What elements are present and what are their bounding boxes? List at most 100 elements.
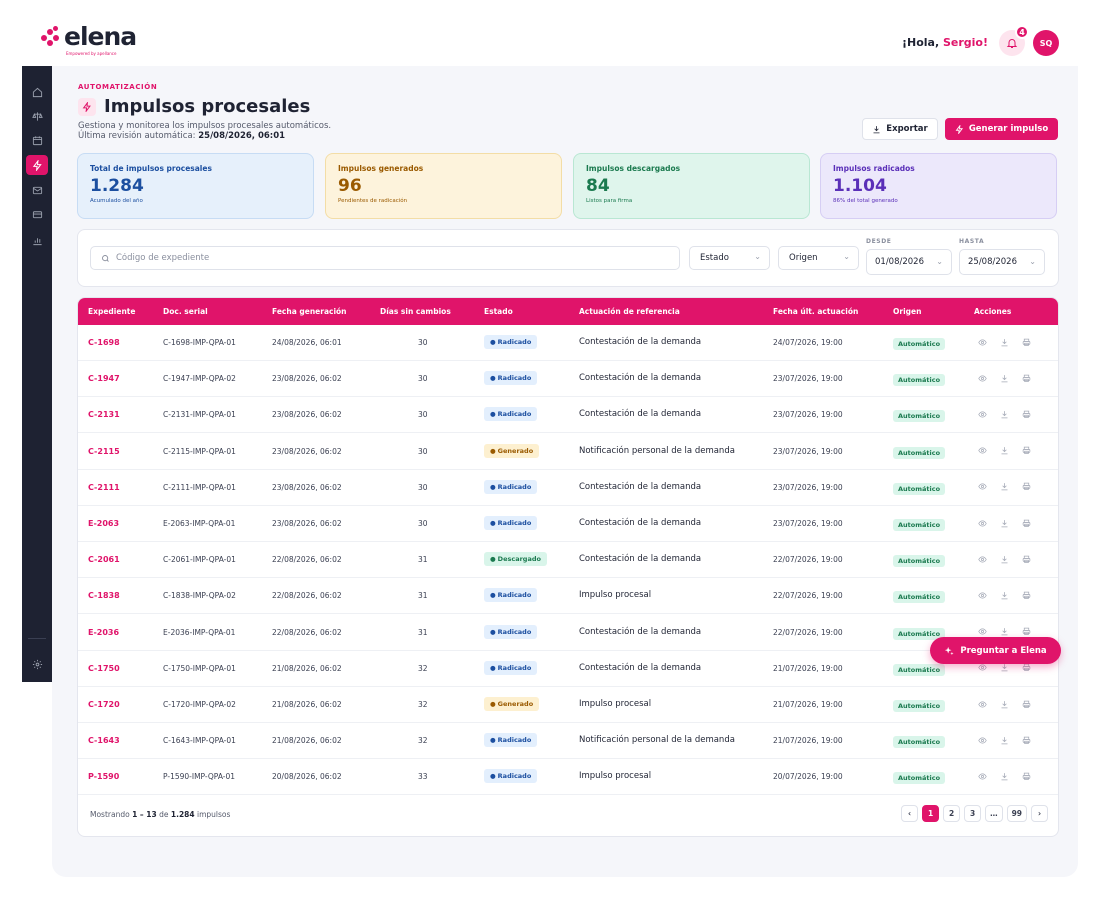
page-button[interactable]: 2 bbox=[943, 805, 961, 822]
page-button[interactable]: 3 bbox=[964, 805, 982, 822]
download-icon[interactable] bbox=[998, 372, 1010, 384]
home-icon[interactable] bbox=[29, 84, 45, 100]
column-header[interactable]: Expediente bbox=[88, 307, 136, 316]
bolt-icon[interactable] bbox=[26, 155, 48, 175]
eye-icon[interactable] bbox=[976, 481, 988, 493]
download-icon[interactable] bbox=[998, 481, 1010, 493]
estado-select[interactable]: Estado ⌄ bbox=[689, 246, 770, 270]
expediente-link[interactable]: C-1643 bbox=[88, 736, 120, 746]
expediente-link[interactable]: C-1947 bbox=[88, 374, 120, 384]
column-header[interactable]: Fecha últ. actuación bbox=[773, 307, 859, 316]
eye-icon[interactable] bbox=[976, 445, 988, 457]
print-icon[interactable] bbox=[1020, 698, 1032, 710]
download-icon[interactable] bbox=[998, 553, 1010, 565]
expediente-link[interactable]: C-2115 bbox=[88, 446, 120, 456]
expediente-link[interactable]: C-1698 bbox=[88, 338, 120, 347]
search-input[interactable] bbox=[116, 253, 656, 263]
download-icon[interactable] bbox=[998, 517, 1010, 529]
prev-page-button[interactable]: ‹ bbox=[901, 805, 919, 822]
download-icon[interactable] bbox=[998, 445, 1010, 457]
column-header[interactable]: Días sin cambios bbox=[380, 307, 451, 316]
print-icon[interactable] bbox=[1020, 626, 1032, 638]
expediente-link[interactable]: C-2111 bbox=[88, 482, 120, 492]
download-icon[interactable] bbox=[998, 770, 1010, 782]
column-header[interactable]: Actuación de referencia bbox=[579, 307, 680, 316]
print-icon[interactable] bbox=[1020, 770, 1032, 782]
table-row[interactable]: E-2063 E-2063-IMP-QPA-01 23/08/2026, 06:02… bbox=[78, 506, 1058, 542]
table-row[interactable]: C-1643 C-1643-IMP-QPA-01 21/08/2026, 06:02… bbox=[78, 723, 1058, 760]
expediente-link[interactable]: C-2061 bbox=[88, 555, 120, 565]
column-header[interactable]: Estado bbox=[484, 307, 513, 316]
logo[interactable]: elena Empowered by apellance bbox=[40, 24, 137, 56]
eye-icon[interactable] bbox=[976, 626, 988, 638]
column-header[interactable]: Fecha generación bbox=[272, 307, 347, 316]
table-row[interactable]: C-2115 C-2115-IMP-QPA-01 23/08/2026, 06:02… bbox=[78, 434, 1058, 470]
table-row[interactable]: C-1720 C-1720-IMP-QPA-02 21/08/2026, 06:02… bbox=[78, 687, 1058, 723]
download-icon[interactable] bbox=[998, 589, 1010, 601]
bar-chart-icon[interactable] bbox=[29, 232, 45, 248]
notifications-button[interactable]: 4 bbox=[999, 25, 1029, 56]
table-row[interactable]: E-2036 E-2036-IMP-QPA-01 22/08/2026, 06:02… bbox=[78, 615, 1058, 651]
download-icon[interactable] bbox=[998, 336, 1010, 348]
mail-icon[interactable] bbox=[29, 182, 45, 198]
print-icon[interactable] bbox=[1020, 336, 1032, 348]
eye-icon[interactable] bbox=[976, 589, 988, 601]
print-icon[interactable] bbox=[1020, 445, 1032, 457]
print-icon[interactable] bbox=[1020, 589, 1032, 601]
page-button[interactable]: 99 bbox=[1006, 805, 1027, 822]
ask-elena-button[interactable]: Preguntar a Elena bbox=[930, 637, 1061, 664]
print-icon[interactable] bbox=[1020, 553, 1032, 565]
expediente-link[interactable]: C-1720 bbox=[88, 700, 120, 709]
generate-impulse-button[interactable]: Generar impulso bbox=[945, 118, 1058, 140]
table-row[interactable]: C-2061 C-2061-IMP-QPA-01 22/08/2026, 06:02… bbox=[78, 542, 1058, 579]
eye-icon[interactable] bbox=[976, 734, 988, 746]
expediente-link[interactable]: P-1590 bbox=[88, 772, 120, 782]
print-icon[interactable] bbox=[1020, 372, 1032, 384]
origen-select[interactable]: Origen ⌄ bbox=[778, 246, 859, 270]
download-icon[interactable] bbox=[998, 626, 1010, 638]
eye-icon[interactable] bbox=[976, 553, 988, 565]
print-icon[interactable] bbox=[1020, 408, 1032, 420]
column-header[interactable]: Acciones bbox=[974, 307, 1012, 316]
table-row[interactable]: C-1947 C-1947-IMP-QPA-02 23/08/2026, 06:02… bbox=[78, 361, 1058, 398]
eye-icon[interactable] bbox=[976, 372, 988, 384]
eye-icon[interactable] bbox=[976, 662, 988, 674]
eye-icon[interactable] bbox=[976, 698, 988, 710]
table-row[interactable]: C-2111 C-2111-IMP-QPA-01 23/08/2026, 06:02… bbox=[78, 470, 1058, 506]
table-row[interactable]: C-2131 C-2131-IMP-QPA-01 23/08/2026, 06:02… bbox=[78, 397, 1058, 434]
print-icon[interactable] bbox=[1020, 662, 1032, 674]
expediente-link[interactable]: E-2063 bbox=[88, 519, 120, 528]
expediente-link[interactable]: E-2036 bbox=[88, 627, 120, 637]
table-row[interactable]: P-1590 P-1590-IMP-QPA-01 20/08/2026, 06:02… bbox=[78, 759, 1058, 796]
download-icon[interactable] bbox=[998, 662, 1010, 674]
table-row[interactable]: C-1838 C-1838-IMP-QPA-02 22/08/2026, 06:02… bbox=[78, 578, 1058, 615]
eye-icon[interactable] bbox=[976, 770, 988, 782]
download-icon[interactable] bbox=[998, 408, 1010, 420]
table-row[interactable]: C-1698 C-1698-IMP-QPA-01 24/08/2026, 06:01… bbox=[78, 325, 1058, 361]
eye-icon[interactable] bbox=[976, 408, 988, 420]
search-box[interactable] bbox=[90, 246, 680, 270]
download-icon[interactable] bbox=[998, 734, 1010, 746]
eye-icon[interactable] bbox=[976, 517, 988, 529]
calendar-icon[interactable] bbox=[29, 132, 45, 148]
hasta-date-input[interactable]: 25/08/2026 ⌄ bbox=[959, 249, 1045, 275]
desde-date-input[interactable]: 01/08/2026 ⌄ bbox=[866, 249, 952, 275]
print-icon[interactable] bbox=[1020, 481, 1032, 493]
expediente-link[interactable]: C-1838 bbox=[88, 591, 120, 601]
card-icon[interactable] bbox=[29, 206, 45, 222]
page-button[interactable]: 1 bbox=[922, 805, 940, 822]
print-icon[interactable] bbox=[1020, 734, 1032, 746]
settings-icon[interactable] bbox=[29, 656, 45, 672]
print-icon[interactable] bbox=[1020, 517, 1032, 529]
expediente-link[interactable]: C-1750 bbox=[88, 663, 120, 673]
table-row[interactable]: C-1750 C-1750-IMP-QPA-01 21/08/2026, 06:02… bbox=[78, 651, 1058, 687]
column-header[interactable]: Doc. serial bbox=[163, 307, 208, 316]
column-header[interactable]: Origen bbox=[893, 307, 922, 316]
avatar[interactable]: SQ bbox=[1033, 30, 1059, 56]
eye-icon[interactable] bbox=[976, 336, 988, 348]
scale-icon[interactable] bbox=[29, 108, 45, 124]
expediente-link[interactable]: C-2131 bbox=[88, 410, 120, 420]
download-icon[interactable] bbox=[998, 698, 1010, 710]
export-button[interactable]: Exportar bbox=[862, 118, 938, 140]
next-page-button[interactable]: › bbox=[1031, 805, 1048, 822]
